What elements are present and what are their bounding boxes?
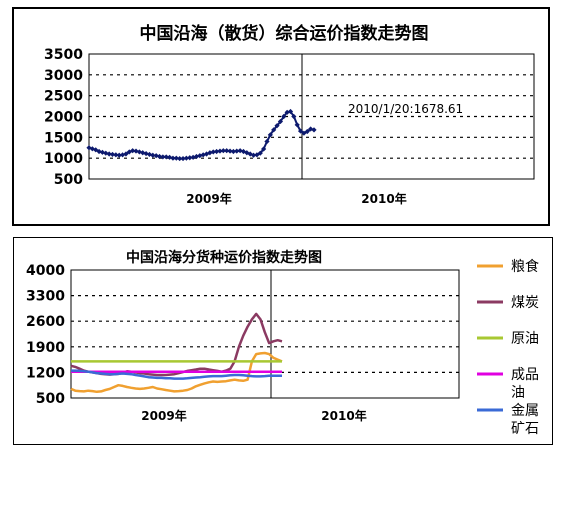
data-point — [227, 148, 233, 154]
y-tick-label: 4000 — [26, 263, 65, 279]
series-line-0 — [88, 110, 315, 160]
x-tick-label: 2009年 — [186, 191, 231, 206]
data-point — [113, 152, 119, 158]
chart-title: 中国沿海（散货）综合运价指数走势图 — [140, 23, 429, 44]
data-point — [294, 122, 300, 128]
chart-title: 中国沿海分货种运价指数走势图 — [126, 249, 322, 266]
legend-label-4: 金属矿石 — [511, 403, 539, 437]
data-point — [304, 128, 310, 135]
legend-label-0: 粮食 — [511, 258, 539, 275]
data-point — [220, 148, 226, 154]
series-line-0 — [70, 351, 283, 394]
data-point — [281, 113, 287, 120]
y-tick-label: 1000 — [44, 151, 83, 167]
legend-label-2: 原油 — [511, 331, 539, 347]
data-point — [250, 152, 257, 158]
data-point — [311, 127, 317, 133]
data-point — [214, 148, 220, 155]
data-point — [173, 155, 179, 161]
data-point — [183, 155, 189, 161]
y-tick-label: 2500 — [44, 89, 83, 105]
x-tick-label: 2009年 — [141, 408, 186, 423]
data-point — [234, 148, 240, 154]
data-point — [274, 123, 280, 129]
data-point — [180, 155, 186, 162]
data-point — [106, 151, 112, 157]
data-point — [109, 151, 116, 158]
data-point — [224, 148, 230, 154]
data-point — [230, 148, 237, 155]
y-tick-label: 2000 — [44, 110, 83, 126]
data-point — [123, 151, 129, 157]
data-point — [163, 154, 169, 160]
y-tick-label: 1200 — [26, 365, 65, 381]
composite-index-chart: 中国沿海（散货）综合运价指数走势图 500 1000 1500 2000 2500 3000… — [44, 23, 535, 206]
legend-label-3: 成品油 — [511, 367, 539, 401]
data-point — [287, 108, 294, 115]
legend-label-1: 煤炭 — [511, 295, 539, 311]
data-point — [187, 155, 193, 161]
x-tick-label: 2010年 — [361, 191, 406, 206]
y-tick-label: 1900 — [26, 340, 65, 356]
data-point — [217, 148, 223, 154]
data-point — [170, 155, 176, 161]
data-point — [156, 153, 163, 160]
data-point — [297, 128, 304, 134]
cargo-type-index-chart: 中国沿海分货种运价指数走势图 500 1200 1900 2600 3300 4000 200… — [26, 249, 539, 437]
series-line-4 — [71, 369, 282, 380]
data-point — [291, 113, 297, 120]
cargo-type-index-chart-panel: 中国沿海分货种运价指数走势图 500 1200 1900 2600 3300 4000 200… — [13, 237, 553, 445]
data-point — [116, 152, 122, 158]
y-tick-label: 3000 — [44, 68, 83, 84]
plot-area-frame — [70, 269, 460, 399]
x-tick-label: 2010年 — [321, 408, 366, 423]
data-point — [177, 155, 183, 162]
y-tick-label: 500 — [54, 172, 83, 188]
y-tick-label: 1500 — [44, 130, 83, 146]
composite-index-chart-panel: 中国沿海（散货）综合运价指数走势图 500 1000 1500 2000 2500 3000… — [12, 7, 550, 226]
data-point — [160, 154, 166, 160]
annotation-label: 2010/1/20:1678.61 — [348, 102, 463, 116]
y-tick-label: 500 — [36, 391, 65, 407]
data-point — [86, 145, 92, 151]
y-tick-label: 3300 — [26, 289, 65, 305]
y-tick-label: 2600 — [26, 314, 65, 330]
data-point — [277, 118, 284, 125]
y-tick-label: 3500 — [44, 47, 83, 63]
data-point — [130, 148, 136, 154]
data-point — [210, 149, 216, 155]
data-point — [150, 152, 156, 158]
